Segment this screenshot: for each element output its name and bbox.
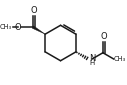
Text: N: N — [89, 54, 95, 63]
Polygon shape — [32, 26, 45, 34]
Text: O: O — [14, 23, 21, 32]
Text: CH₃: CH₃ — [114, 56, 126, 62]
Text: O: O — [30, 6, 37, 15]
Text: O: O — [100, 32, 107, 41]
Text: H: H — [89, 59, 94, 66]
Text: CH₃: CH₃ — [0, 24, 12, 30]
